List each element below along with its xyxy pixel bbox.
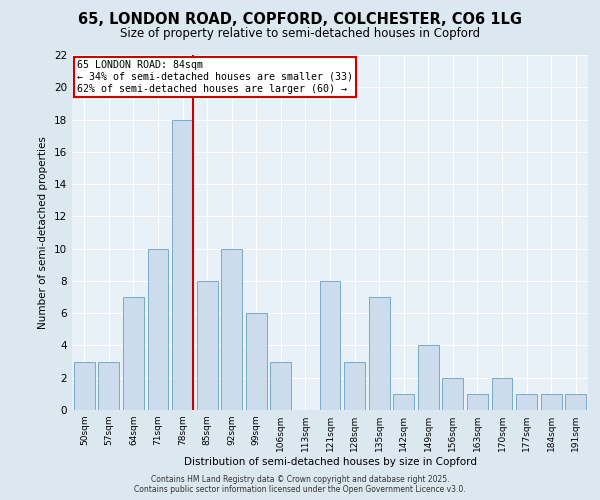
Bar: [467, 394, 488, 410]
Text: 65 LONDON ROAD: 84sqm
← 34% of semi-detached houses are smaller (33)
62% of semi: 65 LONDON ROAD: 84sqm ← 34% of semi-deta…: [77, 60, 353, 94]
Bar: [368, 297, 389, 410]
X-axis label: Distribution of semi-detached houses by size in Copford: Distribution of semi-detached houses by …: [184, 457, 476, 467]
Y-axis label: Number of semi-detached properties: Number of semi-detached properties: [38, 136, 49, 329]
Bar: [74, 362, 95, 410]
Bar: [442, 378, 463, 410]
Bar: [271, 362, 292, 410]
Bar: [491, 378, 512, 410]
Bar: [418, 346, 439, 410]
Text: 65, LONDON ROAD, COPFORD, COLCHESTER, CO6 1LG: 65, LONDON ROAD, COPFORD, COLCHESTER, CO…: [78, 12, 522, 28]
Bar: [565, 394, 586, 410]
Bar: [541, 394, 562, 410]
Bar: [123, 297, 144, 410]
Bar: [221, 248, 242, 410]
Bar: [320, 281, 340, 410]
Bar: [393, 394, 414, 410]
Bar: [197, 281, 218, 410]
Bar: [98, 362, 119, 410]
Text: Size of property relative to semi-detached houses in Copford: Size of property relative to semi-detach…: [120, 28, 480, 40]
Bar: [246, 313, 267, 410]
Bar: [148, 248, 169, 410]
Text: Contains HM Land Registry data © Crown copyright and database right 2025.
Contai: Contains HM Land Registry data © Crown c…: [134, 474, 466, 494]
Bar: [344, 362, 365, 410]
Bar: [172, 120, 193, 410]
Bar: [516, 394, 537, 410]
